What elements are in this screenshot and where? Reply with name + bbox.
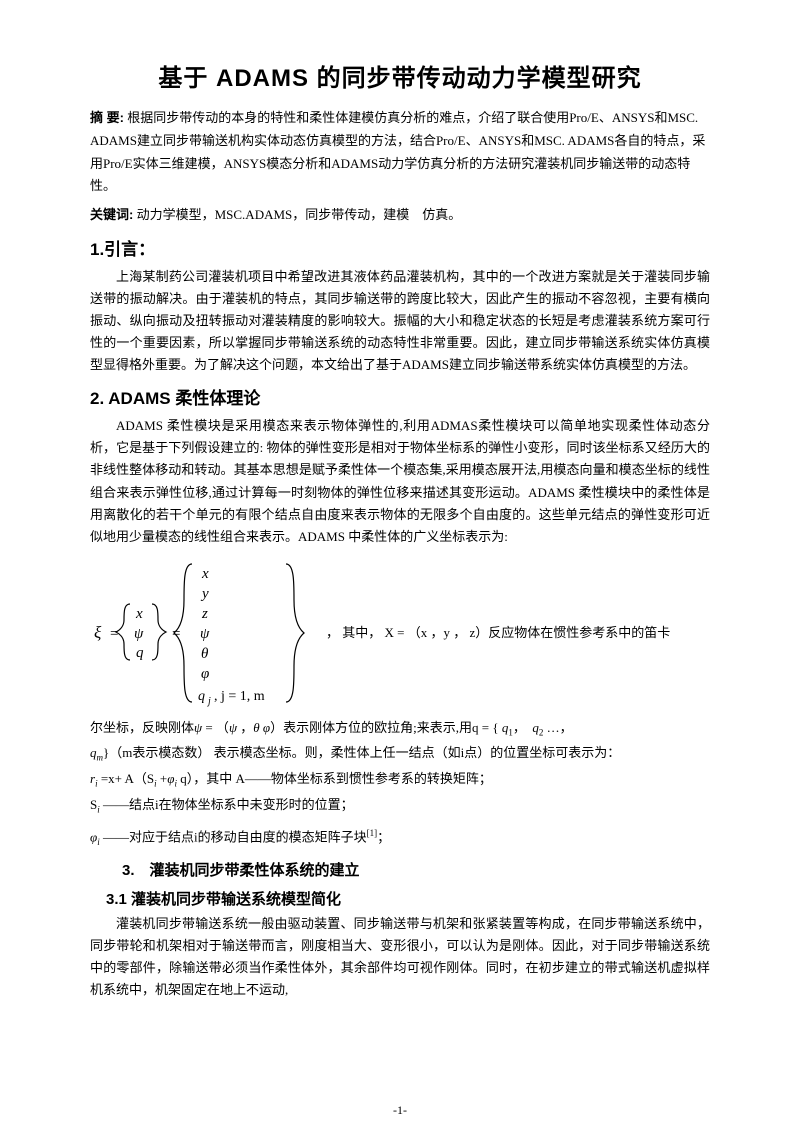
equation-trailing-text: ， 其中， X = （x ，y ， z）反应物体在惯性参考系中的笛卡	[326, 622, 670, 644]
keywords-label: 关键词:	[90, 207, 133, 222]
equation-s: Si ——结点i在物体坐标系中未变形时的位置；	[90, 793, 710, 819]
svg-text:y: y	[200, 586, 209, 602]
page-title: 基于 ADAMS 的同步带传动动力学模型研究	[90, 58, 710, 93]
page: 基于 ADAMS 的同步带传动动力学模型研究 摘 要: 根据同步带传动的本身的特…	[0, 0, 800, 1132]
equation-block: ξ = x ψ q = x y z ψ θ φ q j , j	[90, 554, 710, 712]
equation-svg: ξ = x ψ q = x y z ψ θ φ q j , j	[90, 554, 320, 712]
svg-text:x: x	[201, 566, 209, 582]
keywords-text: 动力学模型，MSC.ADAMS，同步带传动，建模 仿真。	[137, 207, 462, 222]
abstract-text: 根据同步带传动的本身的特性和柔性体建模仿真分析的难点，介绍了联合使用Pro/E、…	[90, 110, 705, 193]
svg-text:q: q	[136, 645, 144, 661]
equation-r: ri =x+ A（Si +φi q），其中 A——物体坐标系到惯性参考系的转换矩…	[90, 767, 710, 793]
section-1-paragraph: 上海某制药公司灌装机项目中希望改进其液体药品灌装机构，其中的一个改进方案就是关于…	[90, 266, 710, 376]
svg-text:ψ: ψ	[134, 626, 144, 642]
svg-text:x: x	[135, 606, 143, 622]
svg-text:, j = 1, m: , j = 1, m	[214, 689, 265, 704]
section-2-heading: 2. ADAMS 柔性体理论	[90, 384, 710, 409]
section-3-1-heading: 3.1 灌装机同步带输送系统模型简化	[90, 888, 710, 909]
abstract: 摘 要: 根据同步带传动的本身的特性和柔性体建模仿真分析的难点，介绍了联合使用P…	[90, 107, 710, 198]
svg-text:z: z	[201, 606, 208, 622]
keywords: 关键词: 动力学模型，MSC.ADAMS，同步带传动，建模 仿真。	[90, 204, 710, 227]
equation-phi: φi ——对应于结点i的移动自由度的模态矩阵子块[1]；	[90, 825, 710, 851]
section-2-paragraph-3: qm}（m表示模态数） 表示模态坐标。则，柔性体上任一结点（如i点）的位置坐标可…	[90, 741, 710, 767]
abstract-label: 摘 要:	[90, 110, 124, 125]
section-3-1-paragraph: 灌装机同步带输送系统一般由驱动装置、同步输送带与机架和张紧装置等构成，在同步带输…	[90, 913, 710, 1001]
section-1-heading: 1.引言：	[90, 235, 710, 260]
svg-text:φ: φ	[201, 666, 209, 682]
svg-text:ψ: ψ	[200, 626, 210, 642]
section-3-heading: 3. 灌装机同步带柔性体系统的建立	[90, 859, 710, 880]
svg-text:j: j	[206, 696, 211, 707]
svg-text:=: =	[110, 626, 118, 642]
svg-text:ξ: ξ	[94, 623, 102, 642]
section-2-paragraph-2: 尔坐标，反映刚体ψ = （ψ ，θ φ）表示刚体方位的欧拉角;来表示,用q = …	[90, 716, 710, 742]
page-number: -1-	[0, 1103, 800, 1118]
svg-text:θ: θ	[201, 646, 209, 662]
section-2-paragraph-1: ADAMS 柔性模块是采用模态来表示物体弹性的,利用ADMAS柔性模块可以简单地…	[90, 415, 710, 548]
svg-text:q: q	[198, 689, 205, 704]
